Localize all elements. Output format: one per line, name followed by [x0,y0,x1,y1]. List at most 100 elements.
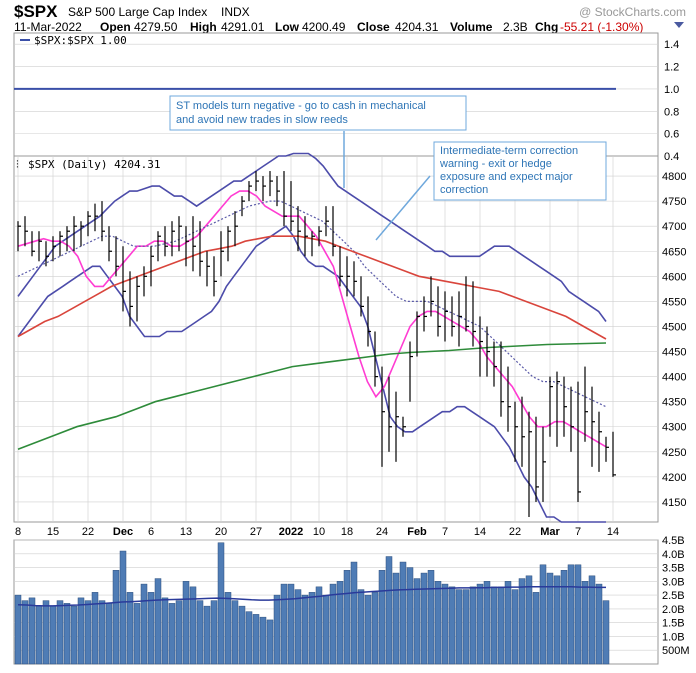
volume-bar [315,586,323,665]
ohlc-bar [437,286,441,337]
annotation-st-models: ST models turn negative - go to cash in … [169,95,467,188]
symbol: $SPX [14,2,58,21]
ohlc-bar [143,266,147,297]
volume-bar [497,586,505,665]
volume-bar [525,575,533,665]
volume-bar [182,581,190,665]
chg-label: Chg [535,20,558,34]
ohlc-bar [129,271,133,327]
ratio-tick-label: 0.4 [664,151,679,163]
ohlc-bar [262,176,266,202]
chevron-down-icon[interactable] [674,22,684,28]
ohlc-bar [297,206,301,252]
volume-bar [588,575,596,665]
ohlc-bar [87,211,91,237]
volume-bar [105,603,113,665]
ohlc-bar [206,251,210,287]
volume-bar [14,594,22,665]
ohlc-bar [528,411,532,517]
ohlc-bar [360,276,364,317]
ohlc-bar [416,311,420,357]
ohlc-bar [171,221,175,257]
ratio-tick-label: 1.4 [664,39,679,51]
ohlc-bar [150,246,154,287]
ohlc-bar [549,376,553,437]
volume-bar [574,564,582,665]
volume-bar [469,586,477,665]
ohlc-bar [136,276,140,322]
series-ma-dotted [17,200,607,408]
x-tick-label: 7 [442,526,448,538]
ohlc-bar [584,366,588,442]
ohlc-bar [507,366,511,432]
ohlc-bar [577,381,581,502]
volume-bar [189,586,197,665]
x-tick-label: 22 [82,526,94,538]
ohlc-bar [535,416,539,502]
ohlc-bar [178,216,182,252]
ohlc-bar [311,231,315,257]
price-tick-label: 4600 [662,271,686,283]
price-legend: $SPX (Daily) 4204.31 [28,158,160,171]
close-value: 4204.31 [395,20,439,34]
high-label: High [190,20,217,34]
volume-bar [546,572,554,665]
volume-bar [413,578,421,665]
ohlc-bar [248,181,252,202]
ohlc-bar [227,226,231,262]
volume-bar [553,575,561,665]
price-x-axis: 8 15 22 Dec 6 13 20 27 2022 10 18 24 Feb 7 14 22 Mar 7 14 [15,526,619,538]
ohlc-bar [199,221,203,277]
ohlc-bar [73,216,77,252]
volume-bar [238,605,246,665]
ohlc-bar [486,326,490,377]
volume-bar [42,600,50,665]
chart-header: $SPX S&P 500 Large Cap Index INDX @ Stoc… [14,2,686,34]
volume-bar [490,586,498,665]
ohlc-bar [458,291,462,347]
volume-bar [476,583,484,665]
ohlc-bar [374,331,378,387]
volume-bar [175,600,183,665]
volume-bar [287,583,295,665]
ohlc-bar [353,261,357,297]
low-label: Low [275,20,300,34]
price-y-axis: 4150 4200 4250 4300 4350 4400 4450 4500 4550 4600… [662,171,686,509]
volume-bar [98,600,106,665]
x-tick-label: 22 [509,526,521,538]
volume-tick-label: 2.0B [662,604,685,616]
open-label: Open [100,20,131,34]
volume-bar [35,605,43,665]
volume-bar [567,564,575,665]
volume-label: Volume [450,20,493,34]
volume-bar [133,603,141,665]
ohlc-bar [395,391,399,462]
ohlc-bar [472,281,476,347]
price-tick-label: 4400 [662,372,686,384]
ohlc-bar [598,411,602,472]
volume-tick-label: 4.0B [662,549,685,561]
volume-bar [147,592,155,665]
volume-bar [357,589,365,665]
volume-bar [196,600,204,665]
volume-bar [385,556,393,665]
volume-bar [140,583,148,665]
ohlc-bar [402,416,406,437]
ohlc-bar [31,231,35,257]
volume-bar [336,581,344,665]
annotation-line: correction [440,184,488,196]
ratio-tick-label: 1.2 [664,62,679,74]
ohlc-bar [164,226,168,257]
annotation-box [433,141,607,201]
watermark: @ StockCharts.com [579,5,686,19]
volume-bar [371,592,379,665]
low-value: 4200.49 [302,20,346,34]
volume-bar [126,592,134,665]
ohlc-bar [269,171,273,197]
volume-bar [308,592,316,665]
x-tick-label: 6 [148,526,154,538]
ohlc-bar [339,246,343,287]
volume-bar [504,581,512,665]
volume-bar [539,564,547,665]
